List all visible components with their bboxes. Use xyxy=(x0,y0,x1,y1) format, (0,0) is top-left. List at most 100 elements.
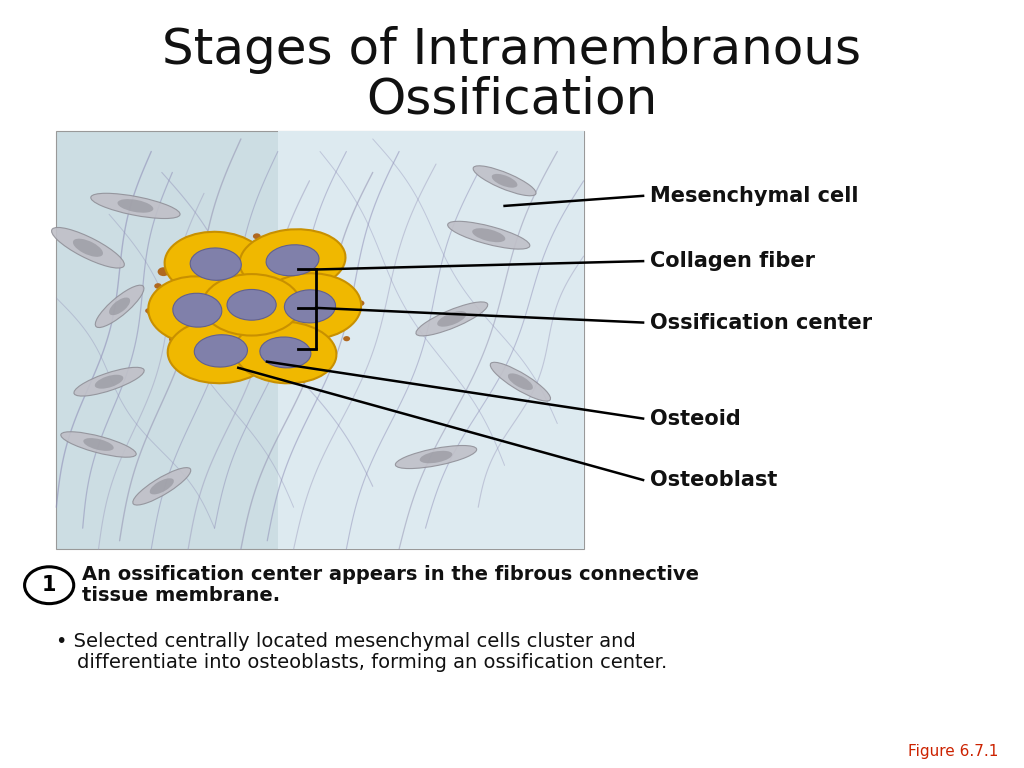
Circle shape xyxy=(224,283,234,291)
Circle shape xyxy=(273,263,282,268)
Circle shape xyxy=(264,258,271,263)
Circle shape xyxy=(258,327,267,334)
Circle shape xyxy=(246,250,255,257)
Text: • Selected centrally located mesenchymal cells cluster and: • Selected centrally located mesenchymal… xyxy=(56,632,636,650)
Ellipse shape xyxy=(395,445,477,468)
Ellipse shape xyxy=(165,232,267,296)
Circle shape xyxy=(330,277,336,282)
Circle shape xyxy=(25,567,74,604)
Circle shape xyxy=(339,293,348,300)
Ellipse shape xyxy=(195,335,248,367)
Circle shape xyxy=(301,252,310,259)
Circle shape xyxy=(187,259,197,266)
Text: Mesenchymal cell: Mesenchymal cell xyxy=(650,186,859,206)
Ellipse shape xyxy=(148,276,247,344)
Circle shape xyxy=(221,348,227,353)
Text: Figure 6.7.1: Figure 6.7.1 xyxy=(908,743,998,759)
Ellipse shape xyxy=(472,228,505,242)
Text: 1: 1 xyxy=(42,575,56,595)
Text: Ossification: Ossification xyxy=(367,76,657,124)
Circle shape xyxy=(187,351,194,356)
Circle shape xyxy=(337,296,345,303)
Circle shape xyxy=(199,283,207,290)
Ellipse shape xyxy=(60,432,136,457)
Text: Osteoid: Osteoid xyxy=(650,409,741,429)
Circle shape xyxy=(233,288,245,297)
Ellipse shape xyxy=(91,194,180,219)
Circle shape xyxy=(187,272,200,281)
Circle shape xyxy=(275,366,287,374)
Ellipse shape xyxy=(234,322,337,383)
Circle shape xyxy=(211,237,221,245)
Circle shape xyxy=(188,340,195,346)
Circle shape xyxy=(323,359,330,364)
Ellipse shape xyxy=(490,362,551,401)
Circle shape xyxy=(272,343,279,347)
Circle shape xyxy=(321,344,328,349)
Circle shape xyxy=(169,351,179,359)
Circle shape xyxy=(357,300,365,306)
Ellipse shape xyxy=(285,290,336,323)
Text: Ossification center: Ossification center xyxy=(650,313,872,333)
Circle shape xyxy=(230,277,242,285)
Ellipse shape xyxy=(118,199,154,213)
Circle shape xyxy=(314,329,325,337)
Ellipse shape xyxy=(110,297,130,315)
Circle shape xyxy=(285,303,294,310)
Circle shape xyxy=(286,308,293,313)
FancyBboxPatch shape xyxy=(278,131,584,549)
Circle shape xyxy=(213,300,223,308)
Circle shape xyxy=(229,257,240,264)
Circle shape xyxy=(279,340,290,349)
Circle shape xyxy=(293,295,305,304)
Circle shape xyxy=(227,253,237,259)
Circle shape xyxy=(216,304,222,309)
Circle shape xyxy=(155,283,162,289)
Circle shape xyxy=(175,270,186,278)
Circle shape xyxy=(340,283,352,293)
Circle shape xyxy=(214,297,224,304)
Circle shape xyxy=(175,302,186,310)
Circle shape xyxy=(227,286,239,294)
Circle shape xyxy=(234,270,245,277)
Circle shape xyxy=(158,267,169,276)
Circle shape xyxy=(187,286,195,292)
Circle shape xyxy=(331,251,342,260)
Circle shape xyxy=(222,326,231,333)
Circle shape xyxy=(182,290,193,298)
Ellipse shape xyxy=(190,248,242,280)
Text: Collagen fiber: Collagen fiber xyxy=(650,251,815,271)
Ellipse shape xyxy=(240,229,345,291)
Ellipse shape xyxy=(437,311,467,326)
Circle shape xyxy=(184,300,191,306)
Ellipse shape xyxy=(83,438,114,451)
Ellipse shape xyxy=(51,227,124,268)
Circle shape xyxy=(250,339,259,346)
Circle shape xyxy=(326,324,332,329)
Circle shape xyxy=(181,279,193,287)
Circle shape xyxy=(247,271,255,277)
Circle shape xyxy=(209,335,221,344)
Text: Stages of Intramembranous: Stages of Intramembranous xyxy=(163,26,861,74)
Circle shape xyxy=(272,291,284,300)
Circle shape xyxy=(299,283,305,287)
Circle shape xyxy=(226,292,232,296)
Ellipse shape xyxy=(95,375,123,389)
Ellipse shape xyxy=(227,290,276,320)
Circle shape xyxy=(288,335,295,340)
Circle shape xyxy=(289,283,301,292)
FancyBboxPatch shape xyxy=(56,131,584,549)
Circle shape xyxy=(288,340,300,349)
Circle shape xyxy=(145,308,152,313)
Ellipse shape xyxy=(173,293,222,327)
Circle shape xyxy=(278,292,289,300)
Ellipse shape xyxy=(473,166,536,196)
Text: Osteoblast: Osteoblast xyxy=(650,470,777,490)
Ellipse shape xyxy=(260,337,311,368)
Circle shape xyxy=(196,253,207,261)
Circle shape xyxy=(253,233,261,239)
Circle shape xyxy=(263,278,270,283)
Circle shape xyxy=(316,356,326,362)
Ellipse shape xyxy=(133,468,190,505)
Circle shape xyxy=(180,320,187,325)
